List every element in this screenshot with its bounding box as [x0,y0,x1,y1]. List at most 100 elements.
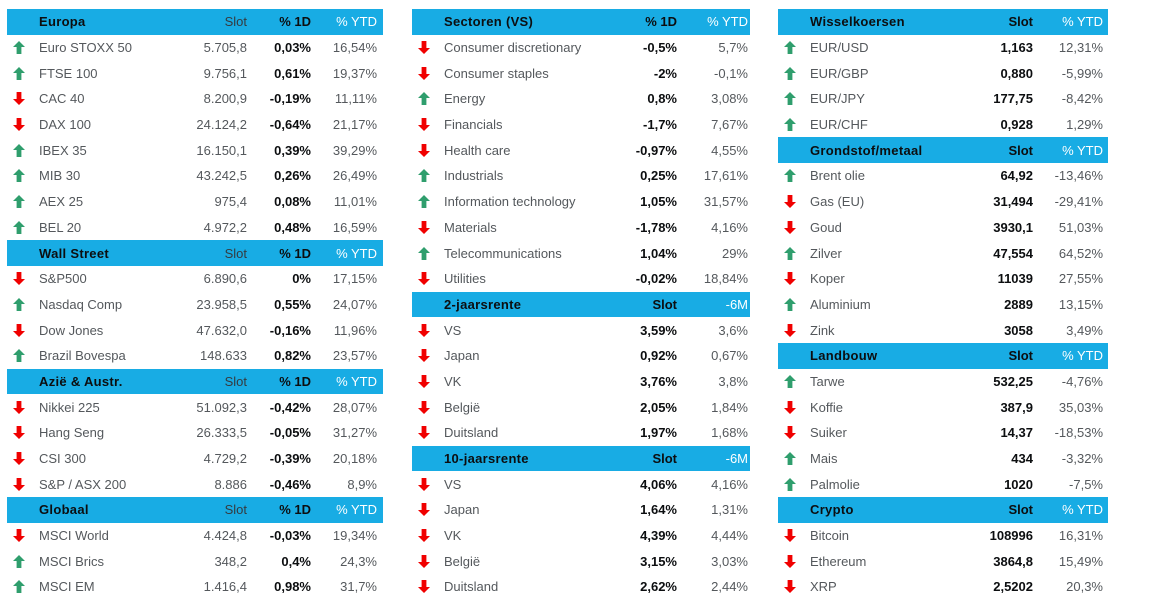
instrument-label: VK [444,373,462,389]
down-arrow-icon [7,452,39,466]
cell-pct-1d: 0,82% [274,348,311,364]
cell-pct-1d: -0,39% [269,451,311,467]
instrument-label: Information technology [444,194,576,210]
up-arrow-icon [7,220,39,234]
cell-slot: 8.886 [214,476,247,492]
table-row-xrp: XRP 2,5202 20,3% [778,574,1108,600]
cell-6m: 1,84% [711,399,748,415]
table-row-bitcoin: Bitcoin 108996 16,31% [778,523,1108,549]
cell-slot: 3058 [1004,322,1033,338]
cell-pct-1d: 0,8% [647,91,677,107]
table-row-brazil-bovespa: Brazil Bovespa 148.633 0,82% 23,57% [7,343,383,369]
table-row-mib-30: MIB 30 43.242,5 0,26% 26,49% [7,163,383,189]
table-row-hang-seng: Hang Seng 26.333,5 -0,05% 31,27% [7,420,383,446]
cell-pct-ytd: 11,01% [333,194,377,210]
down-arrow-icon [778,220,810,234]
table-row-msci-world: MSCI World 4.424,8 -0,03% 19,34% [7,523,383,549]
column-header-slot: Slot [1008,142,1033,158]
column-header-slot: Slot [1008,348,1033,364]
column-header-pct-1d: % 1D [279,502,311,518]
table-row-suiker: Suiker 14,37 -18,53% [778,420,1108,446]
down-arrow-icon [412,477,444,491]
instrument-label: België [444,399,481,415]
up-arrow-icon [7,66,39,80]
table-row-financials: Financials -1,7% 7,67% [412,112,750,138]
cell-slot: 24.124,2 [196,117,247,133]
table-row-msci-brics: MSCI Brics 348,2 0,4% 24,3% [7,548,383,574]
cell-pct-ytd: 24,3% [340,553,377,569]
cell-slot: 47,554 [993,245,1033,261]
table-row-aex-25: AEX 25 975,4 0,08% 11,01% [7,189,383,215]
column-header-slot: Slot [224,373,247,389]
column-header-slot: Slot [224,245,247,261]
cell-pct-ytd: 4,16% [711,219,748,235]
down-arrow-icon [7,477,39,491]
table-row-eur-jpy: EUR/JPY 177,75 -8,42% [778,86,1108,112]
up-arrow-icon [778,92,810,106]
column-header-pct-ytd: % YTD [336,373,377,389]
instrument-label: VS [444,322,462,338]
cell-pct-ytd: 35,03% [1058,399,1103,415]
section-header-wisselkoersen: Wisselkoersen Slot % YTD [778,9,1108,35]
section-header-europa: Europa Slot % 1D % YTD [7,9,383,35]
section-title: Azië & Austr. [39,373,123,389]
cell-pct-ytd: 16,54% [332,40,377,56]
cell-pct-ytd: 28,07% [332,399,377,415]
cell-pct-1d: 0,48% [274,219,311,235]
cell-6m: 4,16% [711,476,748,492]
instrument-label: Nasdaq Comp [39,296,123,312]
down-arrow-icon [412,374,444,388]
table-row-industrials: Industrials 0,25% 17,61% [412,163,750,189]
cell-pct-ytd: 20,18% [332,451,377,467]
cell-slot: 43.242,5 [196,168,247,184]
column-header-slot: Slot [1008,14,1033,30]
cell-pct-1d: -0,97% [635,142,677,158]
instrument-label: Koper [810,271,845,287]
table-row-vs: VS 3,59% 3,6% [412,317,750,343]
instrument-label: EUR/CHF [810,117,868,133]
cell-6m: 0,67% [711,348,748,364]
down-arrow-icon [778,272,810,286]
cell-pct-ytd: 23,57% [332,348,377,364]
table-row-materials: Materials -1,78% 4,16% [412,215,750,241]
cell-pct-ytd: 11,96% [333,322,377,338]
up-arrow-icon [7,349,39,363]
instrument-label: Zink [810,322,835,338]
up-arrow-icon [7,554,39,568]
cell-pct-ytd: 29% [721,245,748,261]
cell-6m: 1,31% [711,502,748,518]
down-arrow-icon [412,323,444,337]
instrument-label: Duitsland [444,579,499,595]
table-row-dow-jones: Dow Jones 47.632,0 -0,16% 11,96% [7,317,383,343]
cell-pct-ytd: 18,84% [703,271,748,287]
cell-pct-1d: 0,26% [274,168,311,184]
cell-slot: 26.333,5 [196,425,247,441]
cell-slot: 0,880 [1000,65,1033,81]
table-row-koffie: Koffie 387,9 35,03% [778,394,1108,420]
column-header-pct-ytd: % YTD [1062,142,1103,158]
cell-pct-1d: -0,03% [269,528,311,544]
cell-pct-ytd: 21,17% [332,117,377,133]
cell-slot: 3,59% [640,322,677,338]
cell-6m: 4,44% [711,528,748,544]
section-header-2-jaarsrente: 2-jaarsrente Slot -6M [412,291,750,318]
cell-pct-ytd: -13,46% [1054,168,1103,184]
down-arrow-icon [778,323,810,337]
table-row-nasdaq-comp: Nasdaq Comp 23.958,5 0,55% 24,07% [7,292,383,318]
cell-slot: 532,25 [993,373,1033,389]
instrument-label: VK [444,528,462,544]
section-title: Landbouw [810,348,878,364]
cell-slot: 0,92% [640,348,677,364]
cell-pct-ytd: 27,55% [1058,271,1103,287]
instrument-label: Consumer staples [444,65,549,81]
instrument-label: MSCI World [39,528,109,544]
up-arrow-icon [412,195,444,209]
column-header-slot: Slot [652,451,677,467]
cell-slot: 11039 [997,271,1033,287]
table-row-dax-100: DAX 100 24.124,2 -0,64% 21,17% [7,112,383,138]
cell-pct-ytd: 5,7% [718,40,748,56]
column-header-6m: -6M [725,451,748,467]
cell-pct-1d: -1,7% [643,117,677,133]
cell-slot: 23.958,5 [196,296,247,312]
down-arrow-icon [778,400,810,414]
